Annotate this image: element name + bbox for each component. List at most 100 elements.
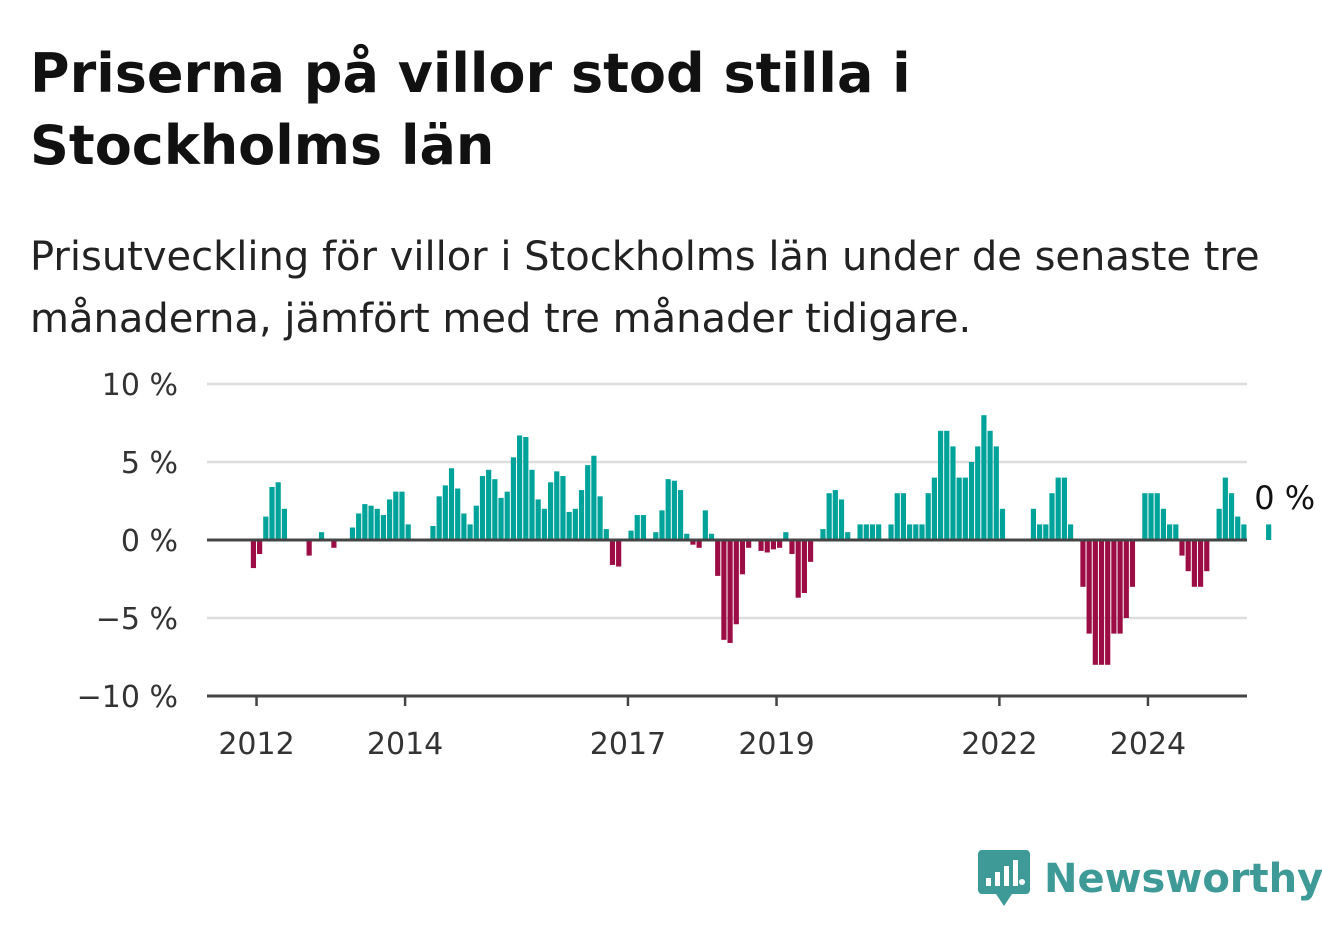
bar bbox=[616, 540, 622, 567]
bar bbox=[566, 511, 572, 540]
bar bbox=[783, 532, 789, 540]
bar bbox=[523, 437, 529, 540]
bar bbox=[1148, 493, 1154, 540]
bar bbox=[275, 482, 281, 540]
bar bbox=[529, 469, 535, 540]
bar bbox=[987, 430, 993, 540]
bar bbox=[374, 508, 380, 540]
bar bbox=[430, 525, 436, 540]
y-tick-label: −5 % bbox=[96, 602, 178, 637]
chart-title: Priserna på villor stod stilla i Stockho… bbox=[30, 42, 911, 177]
bar bbox=[659, 510, 665, 540]
bar bbox=[1049, 493, 1055, 540]
bar bbox=[628, 530, 634, 540]
bar bbox=[696, 540, 702, 548]
bar bbox=[399, 491, 405, 540]
y-tick-label: 10 % bbox=[102, 368, 178, 403]
bar bbox=[962, 477, 968, 540]
brand-name: Newsworthy bbox=[1044, 856, 1322, 902]
bar bbox=[442, 485, 448, 540]
y-tick-label: −10 % bbox=[77, 680, 178, 715]
bar bbox=[944, 430, 950, 540]
bar bbox=[554, 471, 560, 540]
bar bbox=[1117, 540, 1123, 634]
bar bbox=[975, 446, 981, 540]
bar bbox=[715, 540, 721, 576]
bar bbox=[1167, 524, 1173, 540]
bar bbox=[900, 493, 907, 540]
bar bbox=[504, 491, 510, 540]
bar bbox=[498, 497, 504, 540]
bar bbox=[1055, 477, 1061, 540]
bar bbox=[387, 499, 393, 540]
bar bbox=[838, 499, 845, 540]
bar bbox=[721, 540, 727, 640]
bar bbox=[541, 508, 547, 540]
bar bbox=[1067, 524, 1074, 540]
bar bbox=[1086, 540, 1092, 634]
bar bbox=[684, 533, 690, 540]
bar bbox=[640, 515, 647, 540]
bar bbox=[492, 479, 498, 540]
bar bbox=[405, 524, 411, 540]
bar bbox=[777, 540, 783, 548]
bar bbox=[807, 540, 814, 562]
bar bbox=[888, 524, 894, 540]
bar bbox=[1105, 540, 1111, 665]
bar bbox=[677, 490, 684, 540]
bar bbox=[281, 508, 287, 540]
bar bbox=[671, 480, 677, 540]
bar bbox=[845, 532, 851, 540]
bar bbox=[603, 529, 609, 540]
bar bbox=[764, 540, 770, 553]
x-tick-label: 2012 bbox=[218, 727, 294, 762]
bar bbox=[318, 532, 325, 540]
bar bbox=[956, 477, 962, 540]
bar bbox=[795, 540, 801, 598]
y-tick-label: 5 % bbox=[121, 446, 178, 481]
bar bbox=[263, 516, 269, 540]
bar bbox=[479, 476, 486, 540]
bar bbox=[1123, 540, 1129, 618]
bar bbox=[999, 508, 1006, 540]
bar bbox=[1160, 508, 1167, 540]
bar bbox=[1228, 493, 1235, 540]
bar bbox=[461, 513, 467, 540]
bar bbox=[257, 540, 263, 555]
bar bbox=[560, 476, 566, 540]
x-tick-label: 2017 bbox=[590, 727, 666, 762]
x-tick-label: 2014 bbox=[367, 727, 443, 762]
bar bbox=[1154, 493, 1160, 540]
bar bbox=[535, 499, 541, 540]
chart-subtitle: Prisutveckling för villor i Stockholms l… bbox=[30, 234, 1260, 342]
bar bbox=[993, 446, 999, 540]
bar bbox=[1235, 516, 1241, 540]
x-tick-label: 2019 bbox=[738, 727, 814, 762]
bar bbox=[907, 524, 913, 540]
bar bbox=[1197, 540, 1204, 587]
bar bbox=[331, 540, 337, 548]
bar bbox=[486, 469, 492, 540]
bar bbox=[306, 540, 312, 556]
latest-value-annotation: 0 % bbox=[1254, 479, 1315, 517]
bar bbox=[733, 540, 739, 625]
bar bbox=[770, 540, 777, 550]
bar bbox=[1098, 540, 1105, 665]
bar bbox=[690, 540, 696, 545]
bar bbox=[393, 491, 399, 540]
bar bbox=[455, 488, 461, 540]
bar bbox=[349, 527, 356, 540]
bar bbox=[1216, 508, 1222, 540]
bar bbox=[739, 540, 746, 575]
bar bbox=[708, 533, 715, 540]
bar bbox=[368, 505, 374, 540]
bar bbox=[876, 524, 882, 540]
bar bbox=[863, 524, 869, 540]
bar bbox=[820, 529, 826, 540]
bar bbox=[869, 524, 876, 540]
bar bbox=[801, 540, 807, 594]
y-tick-label: 0 % bbox=[121, 524, 178, 559]
bar bbox=[1129, 540, 1136, 587]
bar bbox=[789, 540, 795, 555]
bar bbox=[634, 515, 640, 540]
